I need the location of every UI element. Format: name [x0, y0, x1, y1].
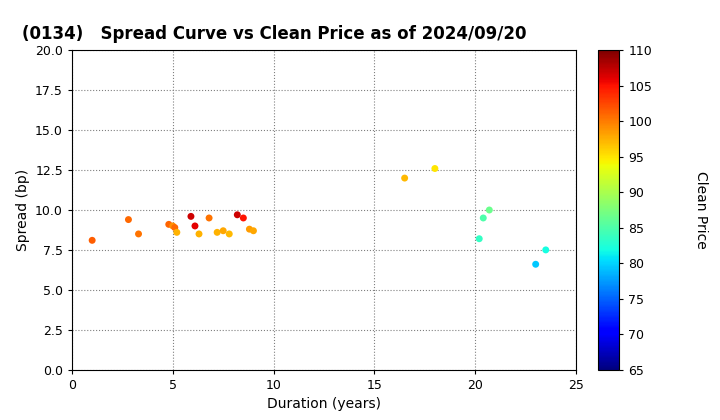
Point — [429, 165, 441, 172]
Point — [122, 216, 134, 223]
Point — [171, 229, 183, 236]
Point — [193, 231, 204, 237]
Point — [169, 224, 181, 231]
Point — [540, 247, 552, 253]
Point — [484, 207, 495, 213]
Point — [185, 213, 197, 220]
Point — [243, 226, 255, 233]
Point — [530, 261, 541, 268]
Point — [86, 237, 98, 244]
Point — [189, 223, 201, 229]
Text: (0134)   Spread Curve vs Clean Price as of 2024/09/20: (0134) Spread Curve vs Clean Price as of… — [22, 25, 526, 43]
Point — [217, 227, 229, 234]
Y-axis label: Clean Price: Clean Price — [693, 171, 708, 249]
Point — [223, 231, 235, 237]
Point — [212, 229, 223, 236]
Point — [399, 175, 410, 181]
Point — [163, 221, 174, 228]
Point — [248, 227, 259, 234]
Point — [232, 211, 243, 218]
Point — [167, 223, 179, 229]
Point — [474, 235, 485, 242]
Point — [132, 231, 144, 237]
Y-axis label: Spread (bp): Spread (bp) — [16, 169, 30, 251]
Point — [238, 215, 249, 221]
Point — [203, 215, 215, 221]
X-axis label: Duration (years): Duration (years) — [267, 397, 381, 411]
Point — [477, 215, 489, 221]
